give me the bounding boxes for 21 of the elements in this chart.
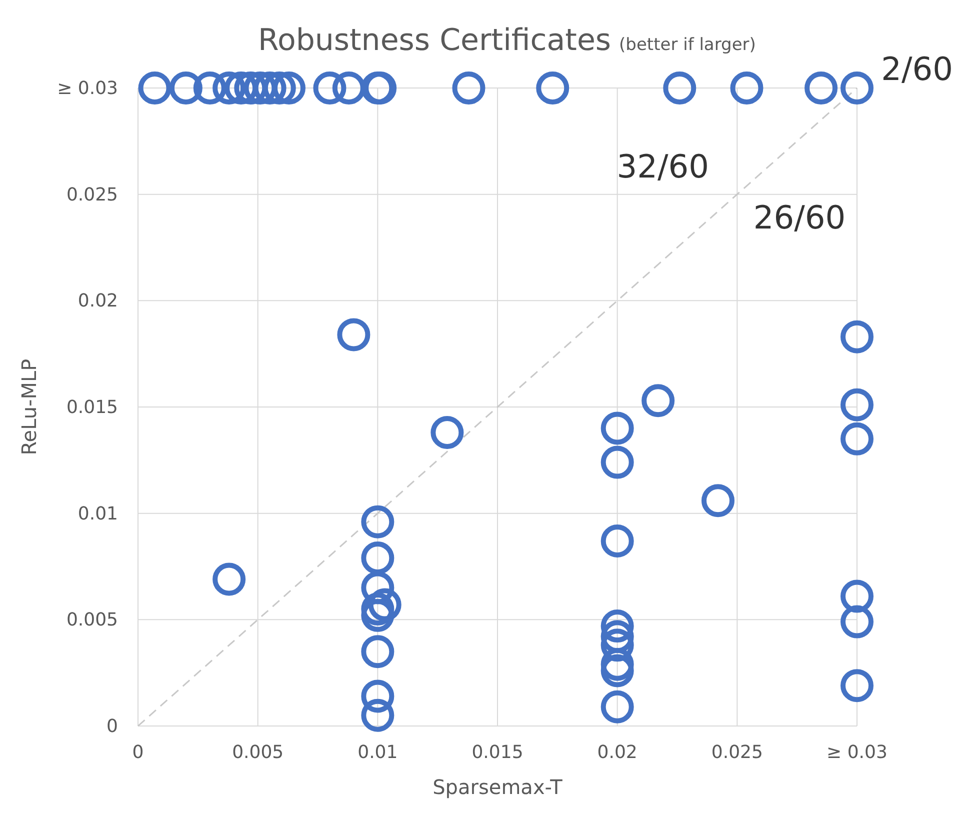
y-tick-label: 0.02 [78,290,118,312]
chart-title: Robustness Certificates [258,23,612,58]
y-tick-label: 0.01 [78,503,118,524]
y-tick-label: 0.005 [66,610,118,631]
chart-subtitle: (better if larger) [619,35,756,55]
annotation: 26/60 [753,198,846,236]
x-tick-label: 0.015 [472,742,524,763]
x-tick-label: 0.02 [597,742,638,763]
annotation: 32/60 [616,147,709,186]
x-tick-label: 0.01 [358,742,398,763]
x-tick-label: 0.005 [232,742,284,763]
x-tick-label: ≥ 0.03 [826,742,888,763]
text: 2/60 [881,50,953,88]
y-tick-label: ≥ 0.03 [57,78,118,99]
y-tick-label: 0.015 [66,397,118,418]
y-tick-label: 0 [106,716,118,737]
x-tick-label: 0.025 [711,742,763,763]
x-tick-label: 0 [132,742,144,763]
y-tick-label: 0.025 [66,184,118,206]
x-axis-title: Sparsemax-T [432,775,564,799]
y-axis-title: ReLu-MLP [17,358,41,456]
